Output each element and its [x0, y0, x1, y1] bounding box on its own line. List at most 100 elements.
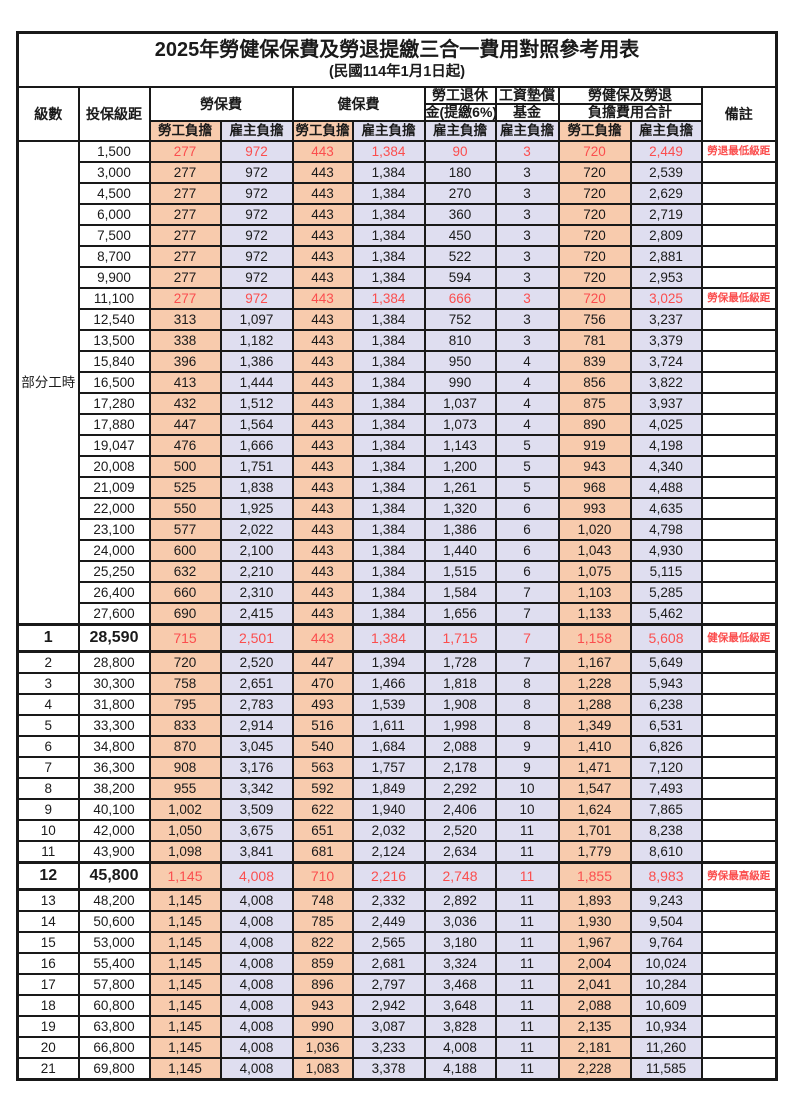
total-employee-cell: 720 [557, 161, 632, 184]
pension-employer-cell: 1,584 [423, 581, 497, 604]
note-cell [700, 224, 778, 247]
total-employer-cell: 4,340 [629, 455, 703, 478]
arrears-employer-cell: 11 [494, 861, 560, 891]
total-employee-cell: 2,228 [557, 1057, 632, 1081]
table-row: 17 57,800 1,145 4,008 896 2,797 3,468 11 2,041 10… [16, 973, 778, 996]
health-employee-cell: 443 [291, 434, 354, 457]
health-employee-cell: 493 [291, 693, 354, 716]
col-header-pension-line1: 勞工退休 [423, 86, 497, 105]
arrears-employer-cell: 4 [494, 413, 560, 436]
health-employer-cell: 1,384 [351, 413, 426, 436]
pension-employer-cell: 2,748 [423, 861, 497, 891]
salary-cell: 33,300 [77, 714, 151, 737]
labor-employer-cell: 4,008 [219, 1036, 294, 1059]
labor-employer-cell: 1,838 [219, 476, 294, 499]
labor-employee-cell: 600 [148, 539, 222, 562]
total-employee-cell: 1,043 [557, 539, 632, 562]
labor-employer-cell: 4,008 [219, 888, 294, 912]
total-employer-cell: 2,953 [629, 266, 703, 289]
table-row: 20,008 500 1,751 443 1,384 1,200 5 943 4,340 [18, 455, 778, 478]
note-cell [700, 952, 778, 975]
total-employer-cell: 3,724 [629, 350, 703, 373]
arrears-employer-cell: 11 [494, 1057, 560, 1081]
pension-employer-cell: 594 [423, 266, 497, 289]
table-row: 22,000 550 1,925 443 1,384 1,320 6 993 4,635 [18, 497, 778, 520]
labor-employee-cell: 500 [148, 455, 222, 478]
health-employee-cell: 443 [291, 602, 354, 626]
salary-cell: 43,900 [77, 840, 151, 864]
labor-employer-cell: 4,008 [219, 1057, 294, 1081]
labor-employee-cell: 1,145 [148, 994, 222, 1017]
health-employer-cell: 1,384 [351, 497, 426, 520]
arrears-employer-cell: 11 [494, 952, 560, 975]
pension-employer-cell: 1,386 [423, 518, 497, 541]
total-employer-cell: 2,449 [629, 140, 703, 163]
health-employee-cell: 1,083 [291, 1057, 354, 1081]
health-employer-cell: 2,124 [351, 840, 426, 864]
arrears-employer-cell: 6 [494, 560, 560, 583]
labor-employee-cell: 1,145 [148, 888, 222, 912]
health-employee-cell: 443 [291, 161, 354, 184]
labor-employee-cell: 432 [148, 392, 222, 415]
total-employer-cell: 6,826 [629, 735, 703, 758]
health-employer-cell: 1,940 [351, 798, 426, 821]
pension-employer-cell: 3,180 [423, 931, 497, 954]
premium-reference-sheet: 2025年勞健保保費及勞退提繳三合一費用對照參考用表 (民國114年1月1日起)… [16, 31, 779, 1081]
col-header-arrears-line2: 基金 [494, 103, 560, 122]
labor-employer-cell: 972 [219, 161, 294, 184]
total-employer-cell: 3,379 [629, 329, 703, 352]
pension-employer-cell: 1,818 [423, 672, 497, 695]
health-employee-cell: 443 [291, 560, 354, 583]
note-cell: 健保最低級距 [700, 623, 778, 653]
labor-employee-cell: 833 [148, 714, 222, 737]
total-employer-cell: 4,635 [629, 497, 703, 520]
salary-cell: 27,600 [77, 602, 151, 626]
labor-employer-cell: 2,501 [219, 623, 294, 653]
pension-employer-cell: 522 [423, 245, 497, 268]
total-employer-cell: 11,585 [629, 1057, 703, 1081]
salary-cell: 50,600 [77, 910, 151, 933]
health-employee-cell: 443 [291, 623, 354, 653]
labor-employer-cell: 972 [219, 245, 294, 268]
table-row: 21 69,800 1,145 4,008 1,083 3,378 4,188 11 2,228… [16, 1057, 778, 1081]
labor-employer-cell: 3,675 [219, 819, 294, 842]
pension-employer-cell: 1,261 [423, 476, 497, 499]
total-employee-cell: 1,855 [557, 861, 632, 891]
salary-cell: 22,000 [77, 497, 151, 520]
total-employee-cell: 720 [557, 245, 632, 268]
note-cell [700, 497, 778, 520]
labor-employer-cell: 1,666 [219, 434, 294, 457]
health-employer-cell: 2,332 [351, 888, 426, 912]
health-employer-cell: 3,087 [351, 1015, 426, 1038]
health-employee-cell: 443 [291, 455, 354, 478]
arrears-employer-cell: 5 [494, 434, 560, 457]
total-employee-cell: 720 [557, 224, 632, 247]
note-cell [700, 1015, 778, 1038]
col-header-arrears-line1: 工資墊償 [494, 86, 560, 105]
health-employee-cell: 443 [291, 497, 354, 520]
labor-employee-cell: 1,002 [148, 798, 222, 821]
page-subtitle: (民國114年1月1日起) [328, 64, 466, 80]
arrears-employer-cell: 7 [494, 581, 560, 604]
arrears-employer-cell: 3 [494, 287, 560, 310]
labor-employee-cell: 1,145 [148, 1057, 222, 1081]
note-cell [700, 581, 778, 604]
total-employee-cell: 2,135 [557, 1015, 632, 1038]
note-cell [700, 203, 778, 226]
labor-employee-cell: 1,145 [148, 973, 222, 996]
salary-cell: 9,900 [77, 266, 151, 289]
pension-employer-cell: 2,520 [423, 819, 497, 842]
salary-cell: 11,100 [77, 287, 151, 310]
health-employer-cell: 1,384 [351, 266, 426, 289]
health-employer-cell: 1,384 [351, 329, 426, 352]
pension-employer-cell: 990 [423, 371, 497, 394]
note-cell [700, 602, 778, 626]
health-employer-cell: 2,797 [351, 973, 426, 996]
table-row: 16,500 413 1,444 443 1,384 990 4 856 3,822 [18, 371, 778, 394]
labor-employee-cell: 715 [148, 623, 222, 653]
pension-employer-cell: 1,320 [423, 497, 497, 520]
arrears-employer-cell: 7 [494, 650, 560, 674]
subheader-total-employer: 雇主負擔 [629, 120, 703, 142]
note-cell [700, 329, 778, 352]
health-employer-cell: 1,757 [351, 756, 426, 779]
